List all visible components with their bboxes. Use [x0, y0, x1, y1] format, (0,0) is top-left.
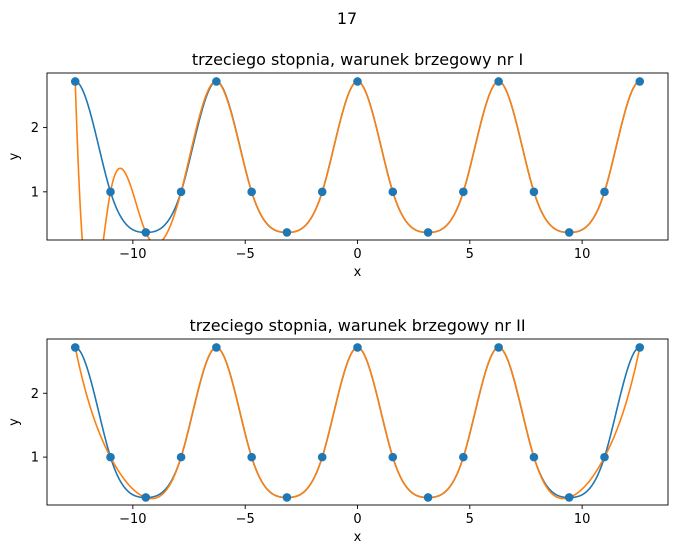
- interpolation-node: [247, 187, 256, 197]
- interpolation-node: [459, 187, 468, 197]
- subplot-boundary-condition-2: trzeciego stopnia, warunek brzegowy nr I…: [7, 316, 669, 545]
- x-tick-label: 5: [466, 247, 474, 262]
- interpolation-node: [423, 228, 433, 237]
- interpolation-node: [176, 452, 186, 462]
- y-tick-label: 2: [31, 387, 39, 402]
- interpolation-node: [635, 343, 645, 352]
- series-line-1: [75, 80, 640, 234]
- interpolation-node: [353, 77, 362, 86]
- interpolation-node: [529, 452, 539, 462]
- y-axis-label: y: [7, 418, 22, 426]
- x-tick-label: 0: [353, 512, 361, 527]
- interpolation-node: [106, 452, 115, 462]
- y-tick-label: 1: [31, 451, 39, 466]
- x-tick-label: 5: [466, 512, 474, 527]
- figure-suptitle: 17: [337, 9, 357, 28]
- interpolation-node: [212, 77, 221, 86]
- interpolation-node: [423, 493, 433, 502]
- x-tick-label: −5: [236, 512, 255, 527]
- x-tick-label: −10: [119, 247, 146, 262]
- interpolation-node: [106, 187, 115, 197]
- interpolation-node: [494, 343, 503, 352]
- interpolation-node: [70, 343, 80, 352]
- interpolation-node: [635, 77, 645, 86]
- interpolation-node: [564, 493, 574, 502]
- interpolation-node: [459, 452, 468, 462]
- y-tick-label: 1: [31, 185, 39, 200]
- interpolation-node: [494, 77, 503, 86]
- interpolation-node: [282, 493, 292, 502]
- x-tick-label: −10: [119, 512, 146, 527]
- y-tick-label: 2: [31, 121, 39, 136]
- x-tick-label: 0: [353, 247, 361, 262]
- interpolation-node: [247, 452, 256, 462]
- subplot-title: trzeciego stopnia, warunek brzegowy nr I: [192, 50, 523, 69]
- interpolation-node: [141, 493, 151, 502]
- x-tick-label: −5: [236, 247, 255, 262]
- interpolation-node: [529, 187, 539, 197]
- interpolation-node: [388, 187, 398, 197]
- series-line-1: [75, 346, 640, 499]
- interpolation-node: [317, 187, 327, 197]
- x-tick-label: 10: [574, 512, 591, 527]
- x-axis-label: x: [354, 530, 362, 545]
- interpolation-node: [282, 228, 292, 237]
- axes-frame: [46, 338, 669, 506]
- interpolation-node: [564, 228, 574, 237]
- y-axis-label: y: [7, 152, 22, 160]
- interpolation-node: [141, 228, 151, 237]
- interpolation-node: [388, 452, 398, 462]
- x-tick-label: 10: [574, 247, 591, 262]
- interpolation-node: [70, 77, 80, 86]
- interpolation-node: [176, 187, 186, 197]
- subplot-boundary-condition-1: trzeciego stopnia, warunek brzegowy nr I…: [7, 50, 669, 280]
- x-axis-label: x: [354, 265, 362, 280]
- interpolation-node: [212, 343, 221, 352]
- subplot-title: trzeciego stopnia, warunek brzegowy nr I…: [189, 316, 525, 335]
- series-line-2: [74, 346, 641, 500]
- interpolation-node: [353, 343, 362, 352]
- interpolation-node: [600, 187, 609, 197]
- interpolation-node: [600, 452, 609, 462]
- interpolation-node: [317, 452, 327, 462]
